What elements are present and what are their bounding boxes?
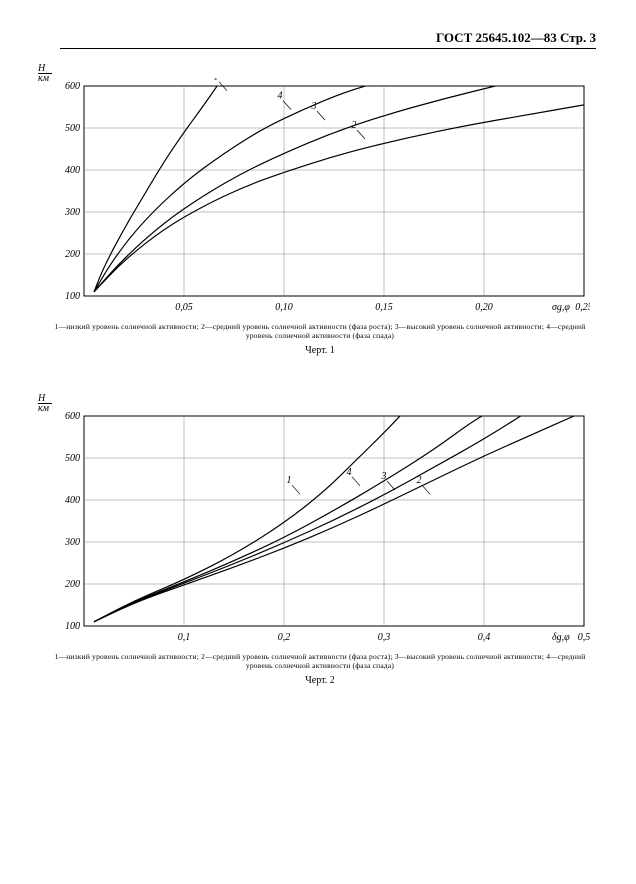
series-label: 3: [311, 101, 317, 112]
xtick-label: 0,5: [578, 632, 590, 643]
page: ГОСТ 25645.102—83 Стр. 3 H км 100 200 300 4…: [0, 0, 636, 884]
chart-1-ylabel: H км: [38, 64, 52, 83]
xtick-label: 0,2: [278, 632, 291, 643]
series-label: 3: [381, 471, 387, 482]
series-label: 4: [278, 91, 283, 102]
header-rule: [60, 48, 596, 49]
ytick-label: 600: [65, 81, 80, 92]
ytick-label: 200: [65, 249, 80, 260]
series-label: 1: [287, 475, 292, 486]
ytick-label: 500: [65, 123, 80, 134]
series-label: 1: [214, 78, 219, 83]
series-line: [94, 410, 494, 622]
x-axis-symbol: σg,φ: [552, 302, 570, 313]
ytick-label: 300: [64, 537, 80, 548]
ytick-label: 100: [65, 291, 80, 302]
xtick-label: 0,20: [475, 302, 493, 313]
xtick-label: 0,3: [378, 632, 391, 643]
xtick-label: 0,25: [575, 302, 590, 313]
ytick-label: 400: [65, 165, 80, 176]
series-label: 2: [352, 120, 357, 131]
xtick-label: 0,10: [275, 302, 293, 313]
series-label: 2: [417, 475, 422, 486]
chart-2-caption: 1—низкий уровень солнечной активности; 2…: [50, 652, 590, 671]
chart-1-ylabel-top: H: [38, 64, 52, 73]
ytick-label: 500: [65, 453, 80, 464]
leader-line: [387, 481, 395, 490]
x-axis-symbol: δg,φ: [552, 632, 570, 643]
series-line: [94, 84, 504, 292]
chart-2-ylabel: H км: [38, 394, 52, 413]
leader-line: [317, 111, 325, 120]
leader-line: [422, 485, 430, 494]
series-line: [94, 81, 384, 292]
chart-1-ylabel-bot: км: [38, 74, 52, 83]
ytick-label: 100: [65, 621, 80, 632]
leader-line: [352, 477, 360, 486]
ytick-label: 300: [64, 207, 80, 218]
chart-2-ylabel-bot: км: [38, 404, 52, 413]
chart-2-figlabel: Черт. 2: [50, 675, 590, 686]
chart-1-caption: 1—низкий уровень солнечной активности; 2…: [50, 322, 590, 341]
ytick-label: 200: [65, 579, 80, 590]
ytick-label: 600: [65, 411, 80, 422]
chart-2-block: H км 1002003004005006000,10,20,30,40,5δg…: [50, 408, 590, 686]
xtick-label: 0,05: [175, 302, 193, 313]
series-line: [94, 416, 574, 622]
xtick-label: 0,15: [375, 302, 393, 313]
chart-1-figlabel: Черт. 1: [50, 345, 590, 356]
leader-line: [292, 485, 300, 494]
chart-2-ylabel-top: H: [38, 394, 52, 403]
chart-1-svg: 100 200 300 400 500 600 0,05 0,10 0,15 0,20 0,25 σg…: [50, 78, 590, 318]
ytick-label: 400: [65, 495, 80, 506]
leader-line: [357, 130, 365, 139]
xtick-label: 0,4: [478, 632, 491, 643]
series-label: 4: [347, 467, 352, 478]
xtick-label: 0,1: [178, 632, 191, 643]
header-text: ГОСТ 25645.102—83 Стр. 3: [436, 30, 596, 46]
chart-1-block: H км 1002003004005006000,050,100,150,200…: [50, 78, 590, 356]
chart-2-svg: 100 200 300 400 500 600 0,1 0,2 0,3 0,4 0,5 δg,φ 1 4 3…: [50, 408, 590, 648]
